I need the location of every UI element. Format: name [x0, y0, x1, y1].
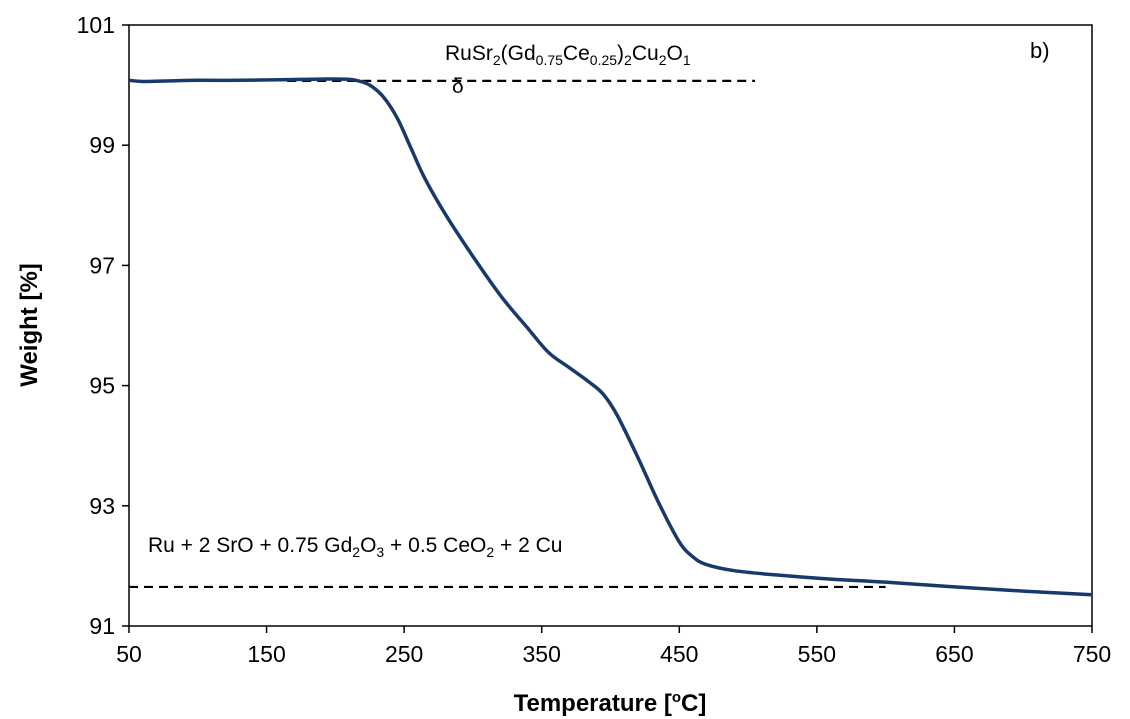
weight-curve [128, 77, 1093, 597]
y-tick-label: 101 [77, 12, 115, 38]
x-axis: 50 150 250 350 450 550 650 750 [116, 626, 1111, 667]
plot-area [128, 24, 1093, 627]
x-tick-label: 150 [247, 641, 285, 667]
y-axis: 91 93 95 97 99 101 [77, 12, 129, 639]
y-tick-label: 91 [89, 613, 115, 639]
annotation-reactant-formula: RuSr2(Gd0.75Ce0.25)2Cu2O1 [445, 42, 691, 68]
panel-label: b) [1030, 38, 1050, 63]
x-tick-label: 550 [798, 641, 836, 667]
x-axis-title: Temperature [oC] [514, 689, 707, 717]
annotation-reactant-overflow: δ [452, 75, 464, 98]
x-tick-label: 750 [1073, 641, 1111, 667]
x-tick-label: 50 [116, 641, 142, 667]
y-tick-label: 93 [89, 493, 115, 519]
series-group [128, 77, 1093, 597]
x-tick-label: 450 [660, 641, 698, 667]
y-tick-label: 95 [89, 373, 115, 399]
y-tick-label: 97 [89, 252, 115, 278]
annotation-products-formula: Ru + 2 SrO + 0.75 Gd2O3 + 0.5 CeO2 + 2 C… [148, 534, 562, 560]
x-tick-label: 350 [523, 641, 561, 667]
x-tick-label: 250 [385, 641, 423, 667]
y-tick-label: 99 [89, 132, 115, 158]
y-axis-title: Weight [%] [16, 263, 43, 387]
x-tick-label: 650 [935, 641, 973, 667]
reference-lines [129, 79, 886, 589]
